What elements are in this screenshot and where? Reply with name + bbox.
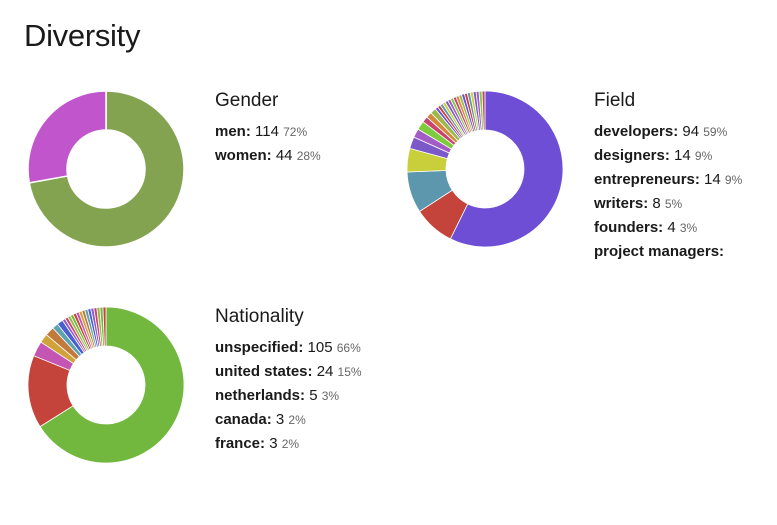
nationality-legend-percent: 66% [336, 341, 361, 355]
nationality-legend-item: united states: 24 15% [215, 360, 365, 384]
nationality-legend-percent: 2% [288, 413, 306, 427]
field-legend-label: writers: [594, 195, 649, 212]
nationality-legend-value: 5 [309, 387, 318, 404]
gender-title: Gender [215, 90, 279, 111]
field-legend-value: 4 [667, 219, 676, 236]
field-legend-item: developers: 94 59% [594, 120, 754, 144]
field-donut-chart [406, 90, 564, 248]
field-slice [481, 90, 486, 131]
nationality-legend-percent: 2% [281, 437, 300, 451]
nationality-legend-value: 3 [269, 435, 278, 452]
nationality-slice [102, 306, 107, 347]
nationality-title: Nationality [215, 306, 304, 327]
nationality-donut-chart [27, 306, 185, 464]
gender-legend-percent: 72% [283, 125, 308, 139]
field-legend-label: developers: [594, 123, 679, 140]
field-title: Field [594, 90, 636, 111]
gender-donut-chart [27, 90, 185, 248]
nationality-legend-value: 105 [307, 339, 333, 356]
field-legend-percent: 3% [679, 221, 698, 235]
field-legend-value: 14 [674, 147, 691, 164]
nationality-legend-label: canada: [215, 411, 272, 428]
field-list: developers: 94 59% designers: 14 9% entrep… [594, 120, 754, 298]
field-legend-label: entrepreneurs: [594, 171, 700, 188]
field-legend-value: 94 [682, 123, 700, 140]
gender-legend-percent: 28% [296, 149, 321, 163]
nationality-legend-percent: 3% [321, 389, 340, 403]
nationality-legend-value: 3 [275, 411, 285, 428]
nationality-slice [39, 306, 185, 464]
field-legend-percent: 9% [694, 149, 713, 163]
field-legend: Field developers: 94 59% designers: 14 9%… [594, 90, 754, 298]
gender-slice [27, 90, 107, 184]
gender-legend-label: women: [215, 147, 272, 164]
gender-legend-value: 44 [275, 147, 293, 164]
nationality-legend-item: canada: 3 2% [215, 408, 365, 432]
field-slice [449, 90, 564, 248]
field-legend-percent: 59% [703, 125, 728, 139]
field-legend-item: designers: 14 9% [594, 144, 754, 168]
nationality-legend-label: netherlands: [215, 387, 306, 404]
nationality-legend-item: unspecified: 105 66% [215, 336, 365, 360]
field-legend-item: founders: 4 3% [594, 216, 754, 240]
field-legend-percent: 5% [664, 197, 683, 211]
nationality-legend-percent: 15% [337, 365, 362, 379]
nationality-list: unspecified: 105 66% united states: 24 15… [215, 336, 365, 456]
nationality-legend-label: france: [215, 435, 266, 452]
field-legend-value: 8 [652, 195, 661, 212]
nationality-legend-label: united states: [215, 363, 313, 380]
field-legend-percent: 9% [724, 173, 743, 187]
gender-legend-value: 114 [255, 123, 279, 140]
field-legend-item: writers: 8 5% [594, 192, 754, 216]
nationality-legend-item: france: 3 2% [215, 432, 365, 456]
field-legend-item: entrepreneurs: 14 9% [594, 168, 754, 192]
gender-legend-item: women: 44 28% [215, 144, 375, 168]
nationality-legend-item: netherlands: 5 3% [215, 384, 365, 408]
nationality-legend-label: unspecified: [215, 339, 304, 356]
nationality-legend-value: 24 [316, 363, 334, 380]
nationality-legend: Nationality unspecified: 105 66% united s… [215, 306, 365, 456]
gender-legend-item: men: 114 72% [215, 120, 375, 144]
gender-legend-label: men: [215, 123, 251, 140]
field-legend-label: founders: [594, 219, 664, 236]
page-title: Diversity [24, 18, 141, 53]
field-legend-value: 14 [704, 171, 721, 188]
gender-legend: Gender men: 114 72% women: 44 28% [215, 90, 375, 168]
field-legend-label: designers: [594, 147, 670, 164]
field-legend-item: project managers: [594, 240, 754, 264]
gender-slice [28, 90, 185, 248]
field-legend-label: project managers: [594, 243, 725, 260]
gender-list: men: 114 72% women: 44 28% [215, 120, 375, 168]
